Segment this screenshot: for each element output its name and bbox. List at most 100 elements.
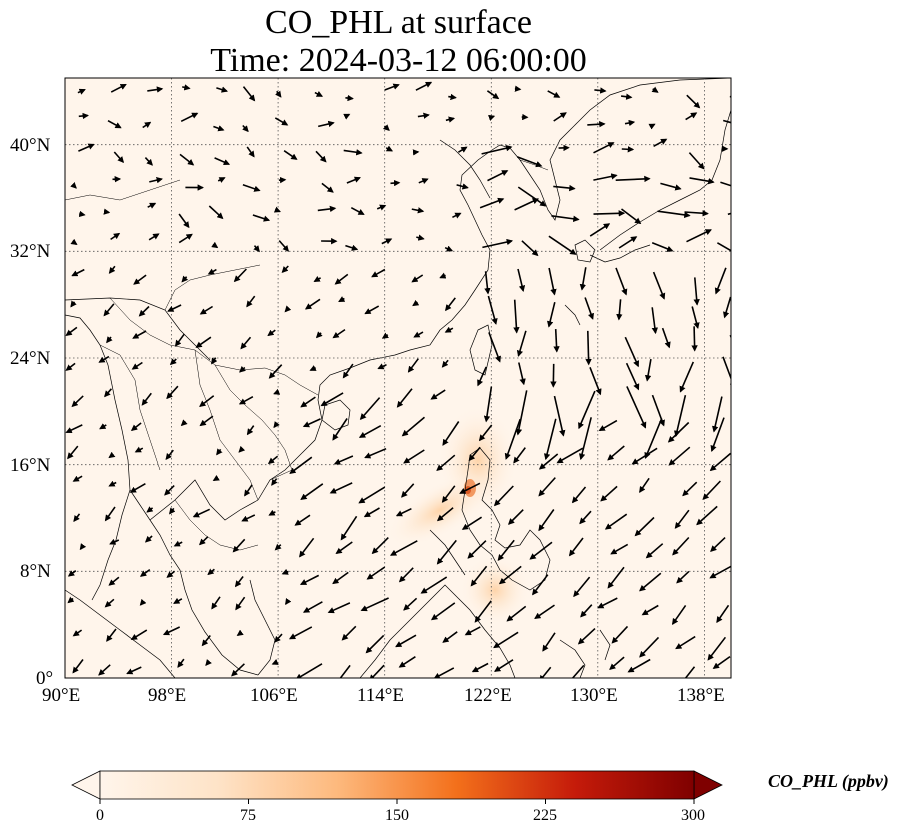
wind-arrow [246,295,256,308]
wind-arrow [441,359,449,368]
wind-arrow [610,543,629,555]
wind-arrow [641,604,659,616]
wind-arrow [233,268,247,283]
wind-arrow [65,362,76,371]
wind-arrow [343,113,351,120]
wind-arrow [339,664,351,678]
wind-arrow [518,362,526,386]
wind-arrow [199,395,215,407]
wind-arrow [467,540,487,559]
wind-arrow [722,356,731,389]
wind-arrow [139,598,147,606]
wind-arrow [639,477,650,493]
wind-arrow [78,112,89,120]
wind-arrow [702,480,721,501]
wind-arrow [401,416,426,437]
wind-arrow [199,415,214,427]
wind-arrow [333,455,354,465]
wind-arrow [504,418,521,460]
wind-arrow [192,508,211,518]
lon-tick-label: 106°E [250,685,298,706]
wind-arrow [459,482,481,494]
wind-arrow [205,659,212,666]
wind-arrow [299,574,320,586]
wind-arrow [553,395,566,437]
wind-arrow [609,656,625,671]
wind-arrow [238,395,254,405]
wind-arrow [483,386,493,423]
wind-arrow [103,303,115,317]
wind-arrow [139,568,151,577]
wind-arrow [309,365,317,371]
wind-arrow [314,91,324,97]
wind-arrow [99,423,107,430]
wind-arrow [359,397,381,421]
wind-arrow [598,419,618,432]
wind-arrow [517,268,526,292]
wind-arrow [238,445,246,453]
wind-arrow [216,86,229,93]
wind-arrow [78,210,86,218]
wind-arrow [108,576,120,586]
wind-arrow [350,206,365,216]
wind-arrow [517,156,543,168]
wind-arrow [538,509,555,532]
wind-arrow [274,543,282,551]
wind-arrow [618,236,638,249]
wind-arrow [579,267,587,291]
wind-arrow [412,299,420,307]
wind-arrow [477,366,487,387]
wind-arrow [173,540,183,547]
wind-arrow [624,336,640,368]
wind-arrow [199,305,214,315]
wind-arrow [693,277,700,306]
wind-arrow [442,631,458,643]
wind-arrow [195,336,212,348]
wind-arrow [585,330,592,366]
wind-arrow [320,392,344,407]
wind-arrow [493,485,514,507]
lon-tick-label: 138°E [677,685,725,706]
wind-arrow [616,299,623,321]
wind-arrow [401,483,415,498]
wind-arrow [579,510,592,525]
wind-arrow [313,275,322,282]
wind-arrow [278,240,290,252]
wind-arrow [578,417,592,461]
wind-arrow [395,507,412,517]
lat-tick-label: 40°N [10,135,51,156]
wind-arrow [468,446,481,462]
wind-arrow [594,87,607,94]
wind-arrow [79,543,87,551]
wind-arrow [289,456,313,474]
wind-arrow [327,602,351,614]
wind-arrow [371,268,386,278]
wind-arrow [98,664,111,676]
lat-tick-label: 32°N [10,241,51,262]
wind-arrow [534,604,555,620]
wind-arrow [67,570,77,577]
wind-arrow [148,233,160,241]
wind-arrow [384,83,400,91]
wind-arrow [506,605,527,622]
wind-arrow [593,142,615,154]
wind-arrow [72,659,84,674]
wind-arrow [651,307,659,335]
wind-arrow [104,506,116,522]
co-plume-layer [386,405,530,625]
wind-arrow [364,447,387,459]
wind-arrow [271,478,278,486]
wind-arrow [131,361,143,370]
wind-arrow [514,198,540,211]
wind-arrow [676,570,690,584]
wind-arrow [284,305,292,313]
wind-arrow [547,90,561,98]
wind-arrow [274,117,289,126]
lat-tick-label: 16°N [10,455,51,476]
wind-arrow [381,238,393,245]
wind-arrow [365,634,385,654]
wind-arrow [607,445,625,461]
wind-arrow [722,296,731,319]
wind-arrow [242,86,256,102]
wind-arrow [444,326,454,333]
